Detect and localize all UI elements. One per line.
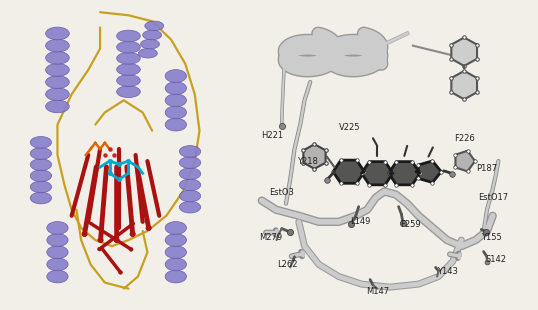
Ellipse shape	[47, 222, 68, 234]
Ellipse shape	[165, 94, 187, 107]
Polygon shape	[303, 144, 325, 169]
Ellipse shape	[30, 159, 52, 170]
Ellipse shape	[46, 88, 69, 101]
Ellipse shape	[117, 86, 140, 98]
Ellipse shape	[143, 30, 161, 40]
Ellipse shape	[47, 270, 68, 283]
Ellipse shape	[165, 246, 187, 259]
Ellipse shape	[46, 76, 69, 88]
Ellipse shape	[179, 201, 201, 213]
Ellipse shape	[46, 27, 69, 40]
Polygon shape	[451, 38, 477, 66]
Text: F259: F259	[400, 220, 420, 229]
Text: M279: M279	[259, 232, 282, 241]
Polygon shape	[388, 162, 420, 185]
Ellipse shape	[165, 82, 187, 95]
Ellipse shape	[117, 41, 140, 53]
Text: L149: L149	[350, 217, 370, 226]
Ellipse shape	[165, 222, 187, 234]
Ellipse shape	[30, 170, 52, 182]
Text: Y218: Y218	[297, 157, 318, 166]
Text: M147: M147	[366, 287, 389, 296]
Ellipse shape	[117, 75, 140, 86]
Ellipse shape	[140, 39, 159, 49]
Text: H221: H221	[260, 131, 283, 140]
Ellipse shape	[46, 51, 69, 64]
Text: F226: F226	[454, 134, 475, 143]
Text: V225: V225	[339, 123, 361, 132]
Ellipse shape	[179, 179, 201, 191]
Ellipse shape	[165, 118, 187, 131]
Text: Y155: Y155	[481, 232, 501, 241]
Text: EstO3: EstO3	[269, 188, 294, 197]
Ellipse shape	[47, 258, 68, 271]
Ellipse shape	[117, 64, 140, 75]
Text: Y143: Y143	[437, 268, 457, 277]
Ellipse shape	[30, 136, 52, 148]
Ellipse shape	[138, 48, 157, 58]
Text: S142: S142	[485, 255, 506, 264]
Ellipse shape	[179, 146, 201, 157]
Text: P187: P187	[477, 164, 498, 173]
Ellipse shape	[46, 100, 69, 113]
Ellipse shape	[46, 39, 69, 52]
Ellipse shape	[179, 157, 201, 168]
Ellipse shape	[117, 30, 140, 42]
Ellipse shape	[47, 234, 68, 246]
Ellipse shape	[145, 21, 164, 31]
Polygon shape	[419, 161, 441, 183]
Ellipse shape	[165, 258, 187, 271]
Polygon shape	[451, 71, 477, 99]
Polygon shape	[456, 151, 475, 171]
Ellipse shape	[179, 168, 201, 179]
Ellipse shape	[165, 270, 187, 283]
Polygon shape	[362, 162, 393, 185]
Text: EstO17: EstO17	[478, 193, 508, 202]
Text: L262: L262	[277, 260, 298, 269]
Ellipse shape	[165, 106, 187, 119]
Ellipse shape	[30, 181, 52, 193]
Polygon shape	[333, 160, 364, 183]
Ellipse shape	[30, 192, 52, 204]
Ellipse shape	[165, 234, 187, 246]
Ellipse shape	[117, 52, 140, 64]
Ellipse shape	[165, 70, 187, 82]
Ellipse shape	[30, 148, 52, 159]
Ellipse shape	[179, 190, 201, 202]
Ellipse shape	[47, 246, 68, 259]
Ellipse shape	[46, 64, 69, 76]
